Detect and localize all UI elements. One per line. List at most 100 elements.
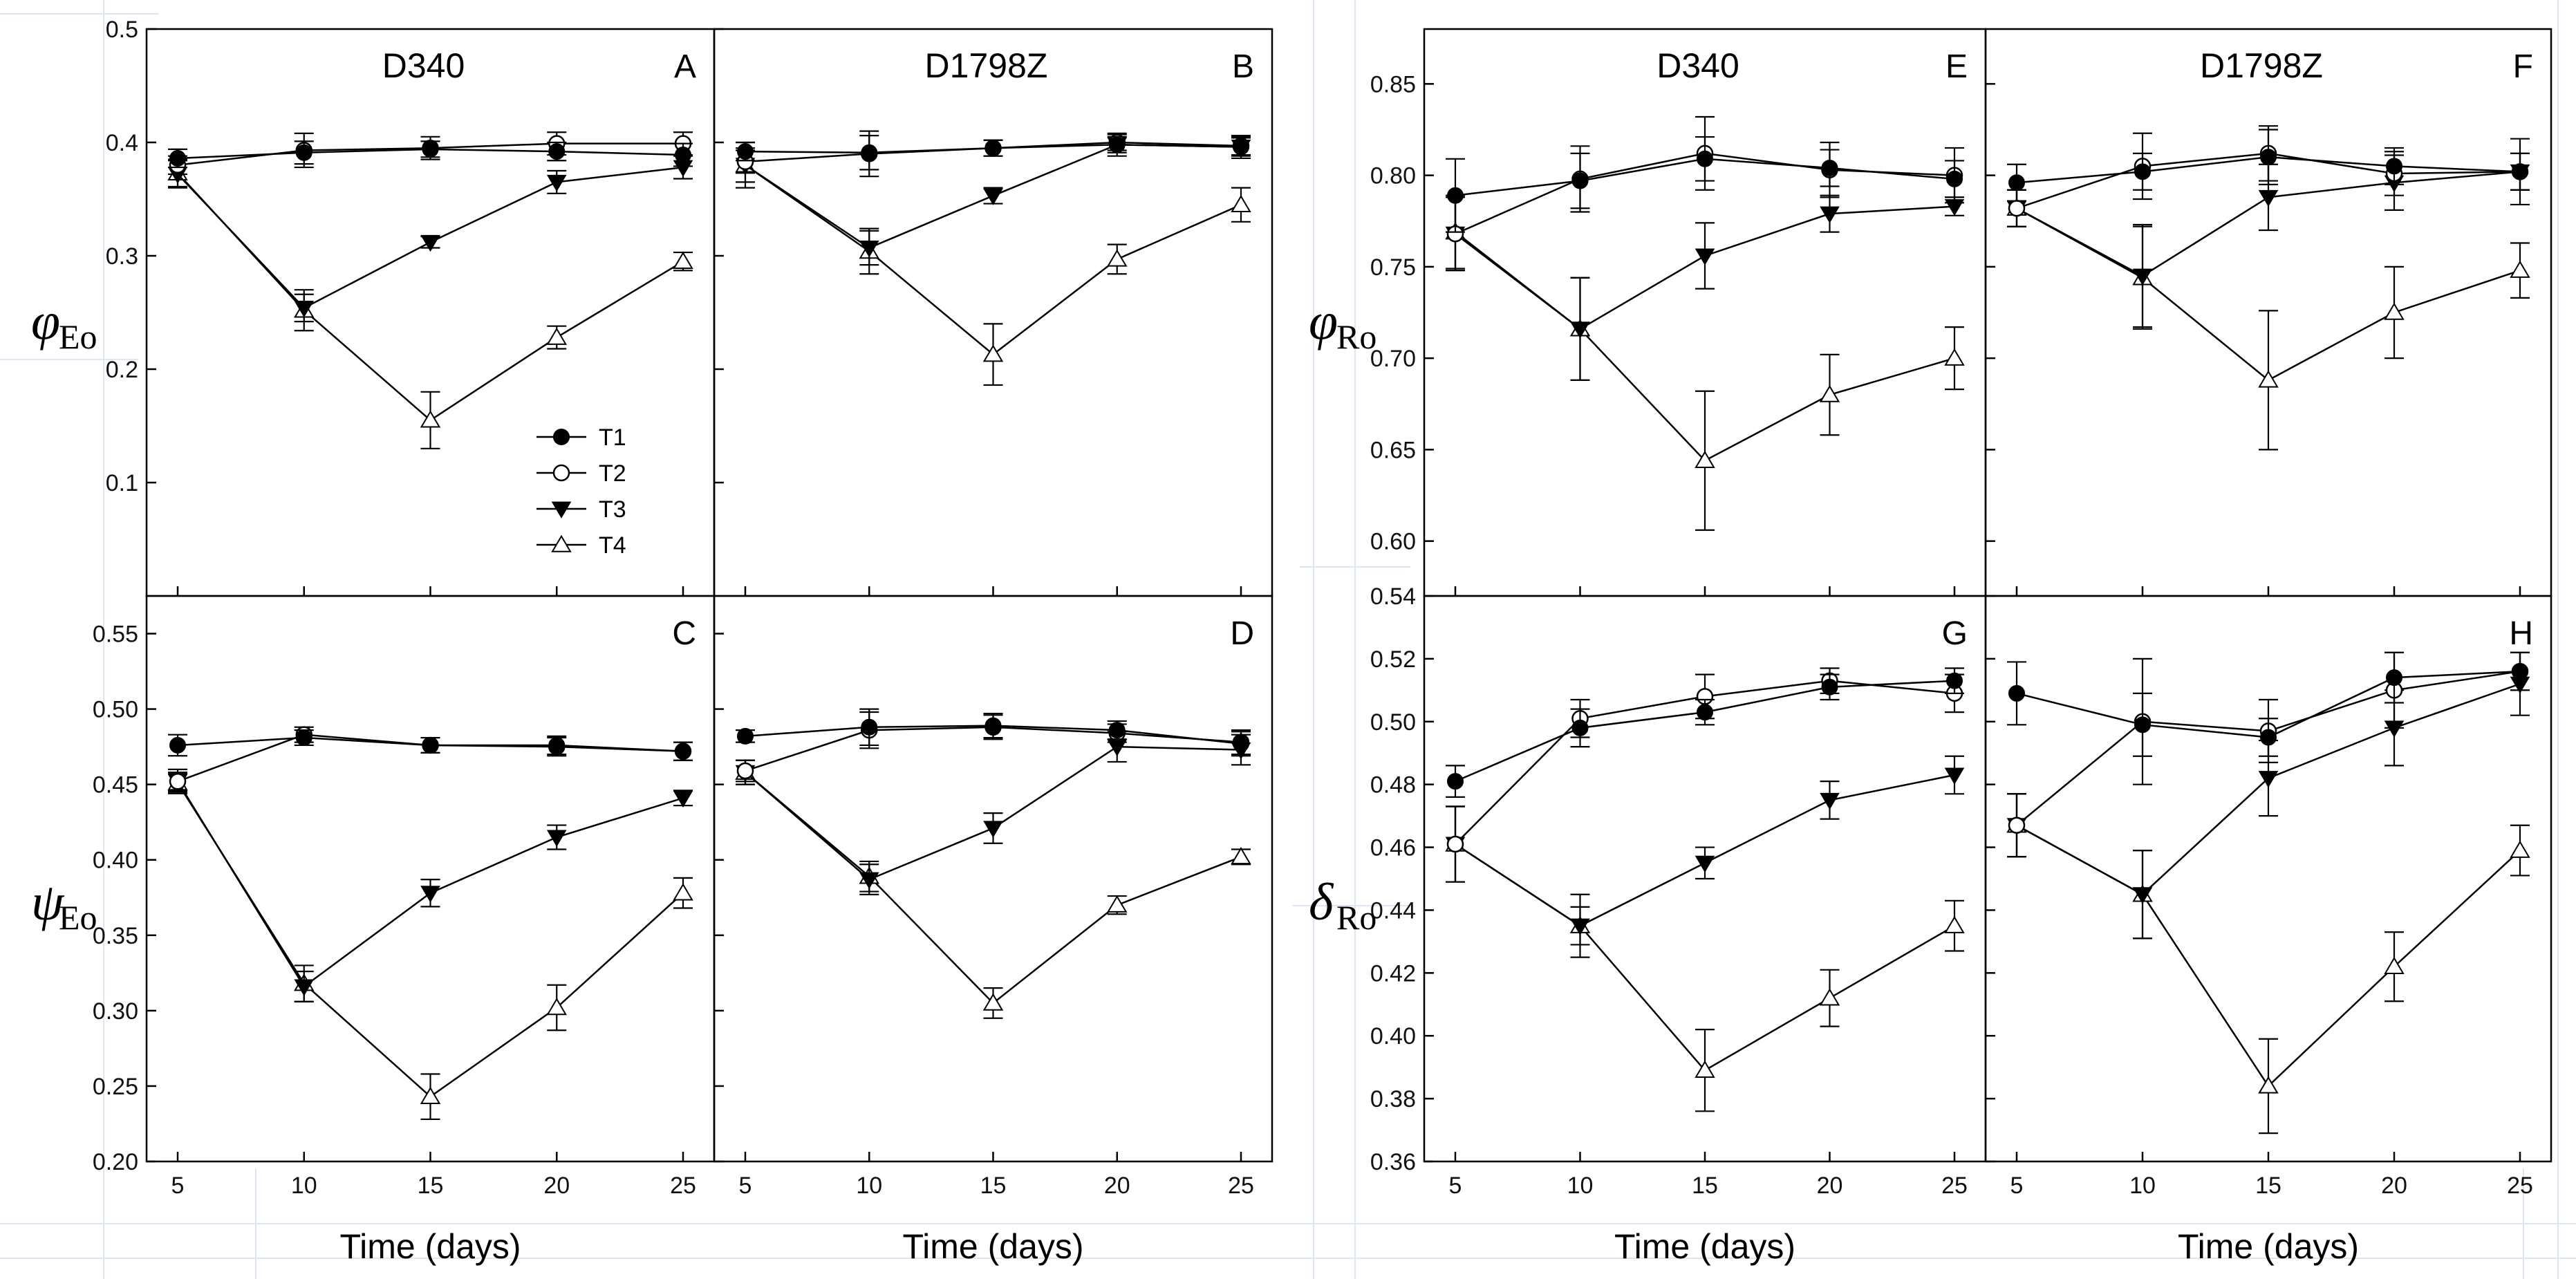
marker-t1 (2387, 670, 2402, 685)
y-axis-label-subscript: Eo (59, 317, 97, 356)
marker-t1 (2009, 175, 2024, 190)
panel-d-letter: D (1230, 615, 1254, 652)
panel-b-letter: B (1232, 48, 1254, 85)
panel-a-ytick-label: 0.4 (106, 130, 138, 156)
panel-g-ytick-label: 0.50 (1370, 709, 1416, 736)
marker-t1 (554, 429, 569, 445)
panel-c-ytick-label: 0.20 (93, 1149, 138, 1175)
y-axis-label-subscript: Ro (1336, 317, 1376, 356)
panel-c-ytick-label: 0.55 (93, 622, 138, 648)
marker-t1 (1697, 151, 1712, 167)
panel-g-ytick-label: 0.46 (1370, 835, 1416, 861)
marker-t1 (170, 738, 185, 753)
y-axis-label-subscript: Ro (1336, 898, 1376, 937)
marker-t1 (986, 140, 1001, 156)
marker-t1 (297, 145, 312, 160)
panel-h-xtick-label: 5 (2010, 1173, 2024, 1199)
marker-t2 (2009, 200, 2024, 216)
marker-t1 (1233, 736, 1249, 751)
x-axis-label: Time (days) (2178, 1227, 2359, 1266)
marker-t1 (861, 145, 877, 160)
panel-d-xtick-label: 5 (739, 1173, 752, 1199)
panel-g-xtick-label: 10 (1567, 1173, 1594, 1199)
y-axis-label: δ (1309, 873, 1334, 931)
panel-a-ytick-label: 0.3 (106, 243, 138, 270)
panel-g-ytick-label: 0.42 (1370, 960, 1416, 987)
x-axis-label: Time (days) (1614, 1227, 1795, 1266)
panel-g-ytick-label: 0.36 (1370, 1149, 1416, 1175)
panel-d-xtick-label: 10 (856, 1173, 882, 1199)
marker-t1 (170, 151, 185, 166)
marker-t1 (1573, 174, 1588, 189)
marker-t2 (170, 774, 185, 789)
marker-t1 (2261, 149, 2276, 165)
panel-d-xtick-label: 25 (1228, 1173, 1254, 1199)
panel-g-ytick-label: 0.40 (1370, 1023, 1416, 1049)
marker-t1 (2009, 686, 2024, 701)
panel-c-ytick-label: 0.40 (93, 848, 138, 874)
panel-e-letter: E (1945, 48, 1968, 85)
panel-c-ytick-label: 0.50 (93, 697, 138, 723)
panel-a-ytick-label: 0.2 (106, 357, 138, 383)
panel-d-xtick-label: 20 (1104, 1173, 1130, 1199)
marker-t1 (1233, 140, 1249, 155)
panel-e-title: D340 (1656, 46, 1739, 85)
marker-t1 (1822, 160, 1838, 176)
panel-g-letter: G (1942, 615, 1968, 652)
marker-t1 (738, 144, 753, 159)
legend-label-t2: T2 (599, 460, 626, 487)
panel-g-xtick-label: 5 (1449, 1173, 1462, 1199)
panel-g-ytick-label: 0.38 (1370, 1086, 1416, 1112)
y-axis-label: φ (31, 292, 60, 351)
marker-t1 (986, 718, 1001, 734)
y-axis-label: φ (1309, 292, 1338, 351)
marker-t2 (738, 763, 753, 778)
panel-a-ytick-label: 0.5 (106, 17, 138, 43)
panel-h-xtick-label: 15 (2255, 1173, 2281, 1199)
marker-t1 (1448, 188, 1463, 203)
panel-d-xtick-label: 15 (980, 1173, 1007, 1199)
panel-e-ytick-label: 0.65 (1370, 437, 1416, 463)
marker-t1 (423, 738, 438, 753)
panel-g-ytick-label: 0.44 (1370, 897, 1416, 924)
marker-t1 (549, 738, 564, 753)
marker-t1 (2387, 158, 2402, 174)
marker-t1 (1947, 171, 1962, 187)
panel-e-ytick-label: 0.75 (1370, 254, 1416, 281)
marker-t1 (297, 730, 312, 745)
panel-g-xtick-label: 15 (1692, 1173, 1718, 1199)
panel-h-xtick-label: 10 (2129, 1173, 2156, 1199)
panel-e-ytick-label: 0.85 (1370, 71, 1416, 97)
marker-t1 (675, 147, 691, 162)
marker-t1 (1947, 673, 1962, 689)
marker-t1 (1697, 704, 1712, 720)
panel-c-xtick-label: 15 (418, 1173, 444, 1199)
marker-t1 (2261, 730, 2276, 745)
figure: 0.10.20.30.40.5AD340 BD1798Z0.200.250.300… (0, 0, 2576, 1279)
marker-t1 (1822, 680, 1838, 695)
panel-c-ytick-label: 0.30 (93, 998, 138, 1025)
marker-t1 (1448, 774, 1463, 789)
y-axis-label-subscript: Eo (59, 898, 97, 937)
panel-a-ytick-label: 0.1 (106, 470, 138, 496)
panel-f-letter: F (2513, 48, 2533, 85)
panel-g-xtick-label: 20 (1817, 1173, 1843, 1199)
panel-f-title: D1798Z (2200, 46, 2323, 85)
panel-g-ytick-label: 0.48 (1370, 772, 1416, 799)
marker-t1 (1573, 720, 1588, 736)
panel-g-xtick-label: 25 (1941, 1173, 1968, 1199)
legend-label-t1: T1 (599, 424, 626, 451)
panel-a-title: D340 (382, 46, 465, 85)
panel-c-xtick-label: 10 (291, 1173, 317, 1199)
panel-h-xtick-label: 20 (2381, 1173, 2407, 1199)
marker-t1 (2512, 164, 2528, 179)
marker-t1 (1110, 137, 1125, 152)
panel-a-letter: A (674, 48, 696, 85)
marker-t2 (2009, 818, 2024, 833)
panel-c-xtick-label: 20 (543, 1173, 570, 1199)
marker-t1 (675, 744, 691, 759)
panel-e-ytick-label: 0.60 (1370, 529, 1416, 555)
marker-t1 (549, 144, 564, 159)
panel-h-xtick-label: 25 (2507, 1173, 2533, 1199)
panel-c-ytick-label: 0.45 (93, 772, 138, 799)
